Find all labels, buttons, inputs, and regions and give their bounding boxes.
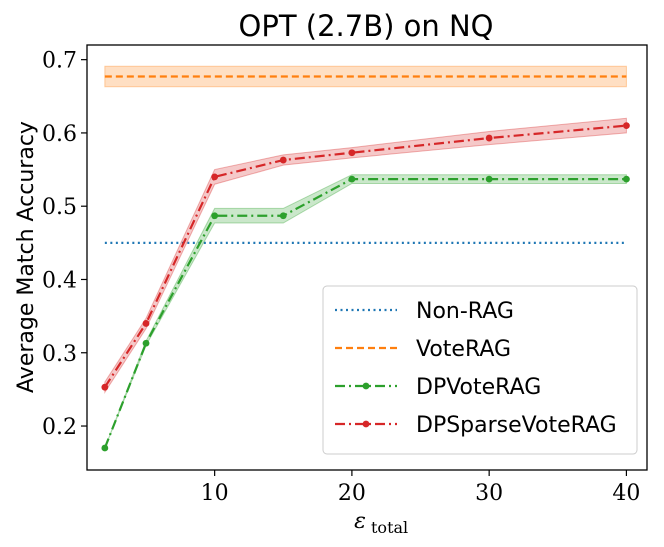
point-dpvoterag (348, 175, 356, 183)
point-dpsparsevoterag (211, 173, 219, 181)
legend: Non-RAG VoteRAG DPVoteRAG DPSparseVoteRAG (322, 285, 638, 455)
point-dpsparsevoterag (485, 134, 493, 142)
point-dpvoterag (142, 339, 150, 347)
x-tick-label: 20 (338, 481, 366, 506)
legend-marker-dpvoterag (362, 382, 370, 390)
y-tick-label: 0.4 (42, 268, 77, 293)
point-dpsparsevoterag (101, 383, 109, 391)
x-axis-label: ε (354, 509, 366, 534)
legend-label-dpvoterag: DPVoteRAG (416, 375, 541, 400)
band-voterag (104, 65, 627, 88)
x-axis-label-subscript: total (371, 518, 408, 537)
x-tick-label: 30 (475, 481, 503, 506)
band-dpsparsevoterag (104, 117, 627, 395)
point-dpvoterag (279, 212, 287, 220)
point-dpsparsevoterag (142, 320, 150, 327)
point-dpsparsevoterag (279, 156, 287, 164)
axes-frame (86, 44, 648, 471)
y-axis-label: Average Match Accuracy (14, 121, 39, 393)
y-tick-label: 0.6 (42, 122, 77, 147)
y-tick-label: 0.3 (42, 342, 77, 367)
legend-label-non-rag: Non-RAG (416, 299, 514, 324)
x-tick-label: 40 (612, 481, 640, 506)
point-dpsparsevoterag (348, 149, 356, 157)
legend-marker-dpsparsevoterag (362, 420, 370, 428)
point-dpvoterag (485, 175, 493, 183)
point-dpsparsevoterag (623, 122, 630, 130)
point-dpvoterag (211, 212, 219, 220)
y-tick-label: 0.5 (42, 195, 77, 220)
point-dpvoterag (101, 444, 109, 452)
legend-frame (322, 285, 638, 455)
axes: 10 20 30 40 0.2 0.3 0.4 0.5 0.6 0.7 (42, 49, 640, 506)
y-tick-label: 0.7 (42, 49, 77, 74)
plot-area (101, 65, 630, 452)
y-tick-label: 0.2 (42, 415, 77, 440)
legend-label-dpsparsevoterag: DPSparseVoteRAG (416, 413, 617, 438)
chart-title: OPT (2.7B) on NQ (239, 9, 494, 43)
x-tick-label: 10 (201, 481, 229, 506)
point-dpvoterag (623, 175, 630, 183)
legend-label-voterag: VoteRAG (416, 337, 511, 362)
